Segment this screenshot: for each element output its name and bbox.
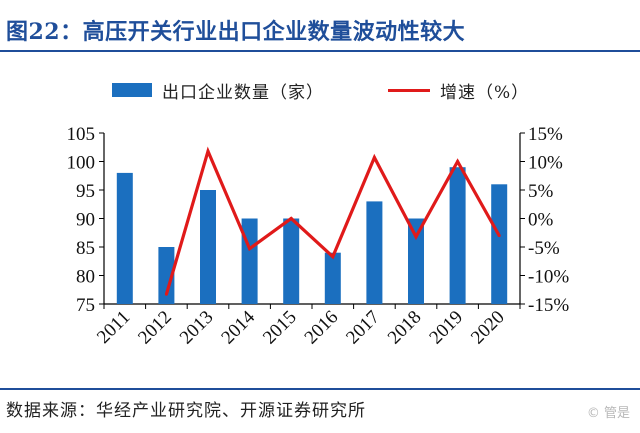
growth-point-2012 — [164, 292, 168, 296]
bar-2020 — [491, 184, 508, 304]
bar-2018 — [408, 218, 424, 304]
x-tick-label: 2012 — [134, 307, 176, 349]
y-left-tick-label: 105 — [67, 124, 96, 145]
y-right-tick-label: -15% — [528, 295, 569, 316]
source-note: 数据来源：华经产业研究院、开源证券研究所 — [6, 401, 366, 421]
legend: 出口企业数量（家） 增速（%） — [0, 78, 640, 103]
bar-2014 — [241, 218, 258, 304]
growth-point-2019 — [456, 160, 460, 163]
growth-point-2020 — [497, 234, 501, 238]
bar-2013 — [200, 190, 216, 304]
legend-item-line: 增速（%） — [388, 78, 530, 103]
bar-2016 — [324, 252, 341, 304]
y-right-tick-label: 15% — [528, 124, 563, 145]
legend-bar-swatch — [112, 83, 152, 97]
bar-2017 — [366, 201, 383, 304]
bar-2019 — [449, 167, 466, 304]
x-tick-label: 2011 — [93, 307, 134, 348]
y-right-tick-label: -10% — [528, 267, 569, 288]
y-right-tick-label: 5% — [528, 181, 554, 202]
y-left-tick-label: 75 — [76, 295, 95, 316]
x-tick-label: 2018 — [384, 307, 426, 349]
source-divider — [0, 388, 640, 390]
x-tick-label: 2014 — [217, 306, 259, 348]
legend-item-bar: 出口企业数量（家） — [112, 78, 324, 103]
x-tick-label: 2015 — [259, 307, 301, 349]
x-tick-label: 2016 — [301, 307, 343, 349]
y-right-tick-label: 0% — [528, 210, 554, 231]
legend-line-swatch — [388, 88, 430, 92]
y-left-tick-label: 85 — [76, 238, 95, 259]
y-left-tick-label: 100 — [67, 153, 96, 174]
growth-point-2015 — [289, 217, 293, 220]
growth-point-2017 — [372, 156, 376, 160]
bar-2015 — [283, 218, 300, 304]
growth-point-2016 — [331, 255, 335, 259]
y-right-tick-label: 10% — [528, 153, 563, 174]
legend-line-label: 增速（%） — [440, 82, 530, 103]
y-left-tick-label: 95 — [76, 181, 95, 202]
growth-point-2014 — [248, 247, 252, 251]
title-area: 图22：高压开关行业出口企业数量波动性较大 — [0, 0, 640, 52]
legend-bar-label: 出口企业数量（家） — [162, 82, 324, 103]
x-tick-label: 2013 — [176, 307, 218, 349]
bar-2011 — [116, 172, 133, 304]
y-left-tick-label: 80 — [76, 267, 95, 288]
y-left-tick-label: 90 — [76, 210, 95, 231]
title-divider — [0, 50, 640, 52]
bar-2012 — [158, 247, 175, 304]
x-tick-label: 2020 — [467, 307, 509, 349]
x-tick-label: 2019 — [425, 307, 467, 349]
growth-point-2013 — [206, 149, 210, 153]
growth-point-2018 — [414, 235, 418, 239]
chart-title: 图22：高压开关行业出口企业数量波动性较大 — [6, 19, 466, 45]
x-tick-label: 2017 — [342, 307, 384, 349]
y-right-tick-label: -5% — [528, 238, 560, 259]
watermark: © 管是 — [586, 406, 630, 421]
